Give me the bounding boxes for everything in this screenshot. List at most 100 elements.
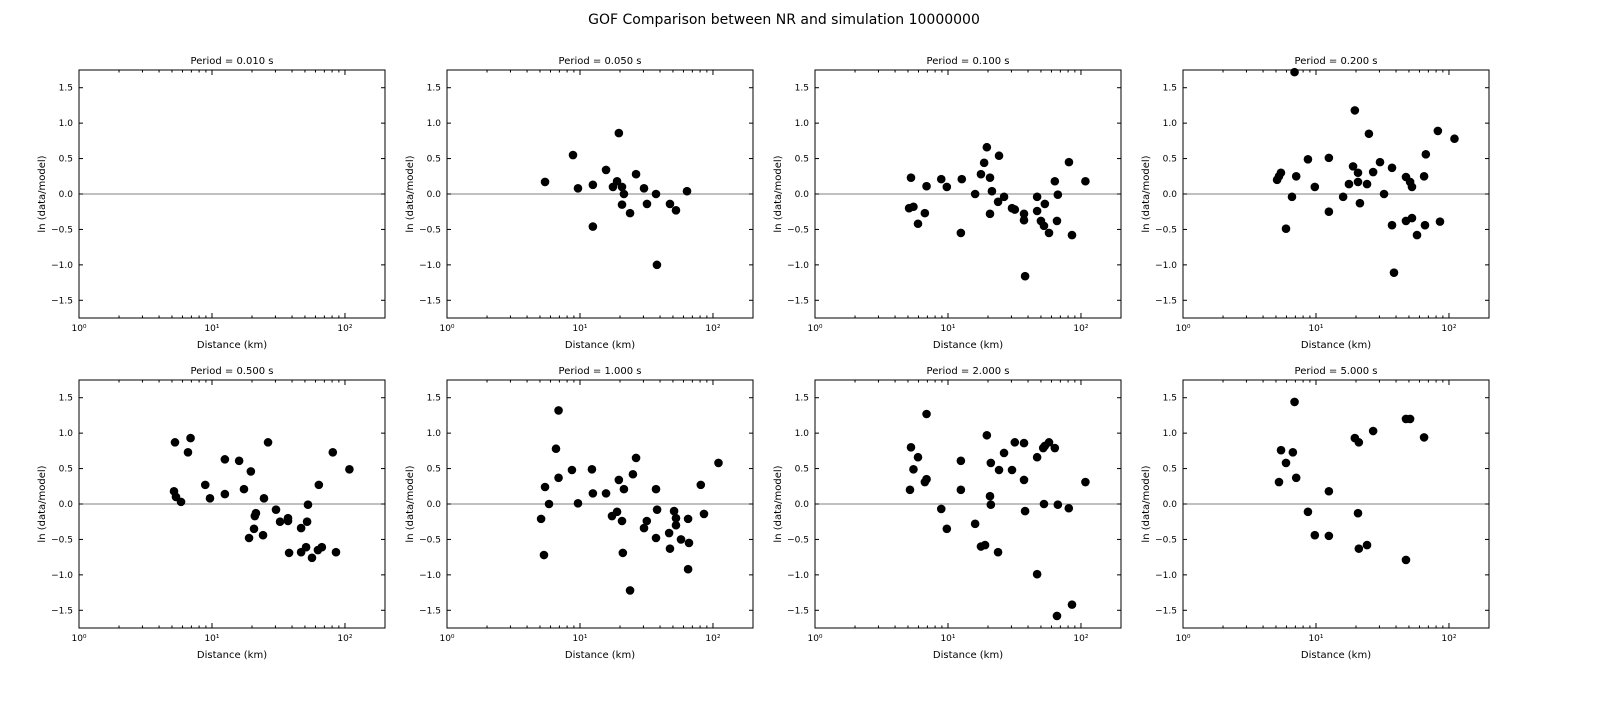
data-point bbox=[683, 564, 693, 574]
data-point bbox=[176, 497, 186, 507]
data-point bbox=[1379, 189, 1389, 199]
data-point bbox=[970, 519, 980, 529]
data-point bbox=[567, 465, 577, 475]
data-point bbox=[909, 464, 918, 474]
data-point bbox=[994, 465, 1004, 475]
data-point bbox=[936, 504, 946, 514]
data-point bbox=[985, 209, 995, 219]
data-point bbox=[588, 222, 598, 231]
data-point bbox=[587, 464, 597, 474]
data-point bbox=[1303, 507, 1313, 517]
data-point bbox=[699, 509, 709, 519]
subplot-3: Period = 0.100 s 1.5 1.0 0.5 0.0 −0.5 −1.0 −1.5… bbox=[773, 56, 1122, 351]
x-tick-label: 10² bbox=[1441, 634, 1456, 644]
x-axis-label: Distance (km) bbox=[565, 340, 635, 351]
y-axis-label: ln (data/model) bbox=[1141, 155, 1152, 232]
data-point bbox=[1338, 192, 1348, 202]
subplot-6: Period = 1.000 s 1.5 1.0 0.5 0.0 −0.5 −1.0 −1.5… bbox=[405, 366, 754, 661]
data-point bbox=[1324, 153, 1334, 163]
data-point bbox=[993, 197, 1003, 207]
data-point bbox=[696, 480, 706, 490]
x-tick-label: 10⁰ bbox=[1175, 634, 1190, 644]
data-point bbox=[1353, 508, 1363, 518]
data-point bbox=[1010, 205, 1020, 214]
data-point bbox=[275, 517, 285, 527]
data-point bbox=[999, 448, 1009, 458]
data-point bbox=[284, 548, 294, 558]
data-point bbox=[307, 553, 317, 563]
data-point bbox=[1421, 150, 1431, 159]
data-point bbox=[1020, 506, 1030, 516]
data-point bbox=[1353, 168, 1363, 178]
y-tick-label: 0.0 bbox=[59, 500, 74, 510]
y-tick-label: 0.0 bbox=[1163, 190, 1178, 200]
data-point bbox=[1324, 531, 1334, 541]
data-point bbox=[617, 182, 627, 192]
data-point bbox=[1032, 192, 1042, 202]
data-point bbox=[982, 142, 992, 152]
data-point bbox=[1081, 477, 1090, 487]
data-point bbox=[1019, 215, 1029, 225]
axes-frame bbox=[1182, 379, 1490, 629]
y-tick-label: 0.0 bbox=[59, 190, 74, 200]
x-axis-label: Distance (km) bbox=[565, 650, 635, 661]
x-axis-label: Distance (km) bbox=[197, 650, 267, 661]
data-point bbox=[345, 464, 354, 474]
y-axis-label: ln (data/model) bbox=[773, 155, 784, 232]
subplot-title: Period = 0.050 s bbox=[559, 56, 642, 67]
y-tick-label: 0.0 bbox=[795, 190, 810, 200]
y-tick-label: −1.5 bbox=[787, 606, 809, 616]
data-point bbox=[539, 550, 549, 560]
data-point bbox=[942, 182, 952, 192]
y-tick-label: 0.0 bbox=[1163, 500, 1178, 510]
data-point bbox=[1310, 182, 1320, 192]
data-point bbox=[642, 199, 652, 209]
data-point bbox=[234, 456, 244, 466]
x-axis-label: Distance (km) bbox=[1301, 340, 1371, 351]
data-point bbox=[1419, 433, 1429, 442]
data-point bbox=[301, 542, 311, 552]
y-tick-label: 0.5 bbox=[427, 465, 441, 475]
data-point bbox=[639, 523, 649, 533]
y-tick-label: −1.0 bbox=[787, 261, 809, 271]
data-point bbox=[568, 150, 578, 160]
data-point bbox=[1064, 157, 1074, 167]
data-point bbox=[258, 530, 268, 540]
y-tick-label: 1.5 bbox=[59, 84, 73, 94]
x-axis-label: Distance (km) bbox=[933, 650, 1003, 661]
data-point bbox=[1354, 544, 1364, 553]
data-point bbox=[588, 180, 598, 190]
data-point bbox=[1290, 397, 1299, 407]
data-point bbox=[980, 540, 990, 550]
data-point bbox=[631, 169, 641, 179]
data-point bbox=[246, 467, 256, 476]
data-point bbox=[1281, 224, 1291, 234]
y-tick-label: 1.5 bbox=[59, 394, 73, 404]
data-point bbox=[536, 514, 546, 524]
subplot-title: Period = 0.500 s bbox=[191, 366, 274, 377]
x-tick-label: 10² bbox=[337, 324, 352, 334]
axes-frame bbox=[446, 69, 754, 319]
data-point bbox=[1419, 171, 1429, 181]
data-point bbox=[205, 494, 215, 503]
data-point bbox=[1387, 163, 1397, 173]
data-point bbox=[1081, 176, 1090, 186]
data-point bbox=[1389, 268, 1399, 277]
subplot-2: Period = 0.050 s 1.5 1.0 0.5 0.0 −0.5 −1.0 −1.5… bbox=[405, 56, 754, 351]
data-point bbox=[985, 173, 995, 183]
y-tick-label: −0.5 bbox=[787, 225, 809, 235]
y-axis-label: ln (data/model) bbox=[773, 465, 784, 542]
axes-frame bbox=[78, 69, 386, 319]
data-point bbox=[1053, 190, 1063, 200]
data-point bbox=[1052, 216, 1062, 226]
data-point bbox=[1067, 600, 1077, 609]
y-tick-label: −0.5 bbox=[787, 535, 809, 545]
data-point bbox=[314, 480, 324, 490]
data-point bbox=[244, 533, 254, 543]
y-tick-label: 0.5 bbox=[795, 155, 809, 165]
data-point bbox=[1354, 438, 1364, 447]
y-tick-label: −1.0 bbox=[1155, 571, 1177, 581]
data-point bbox=[1290, 67, 1299, 77]
x-tick-label: 10² bbox=[1073, 634, 1088, 644]
data-point bbox=[612, 176, 622, 186]
